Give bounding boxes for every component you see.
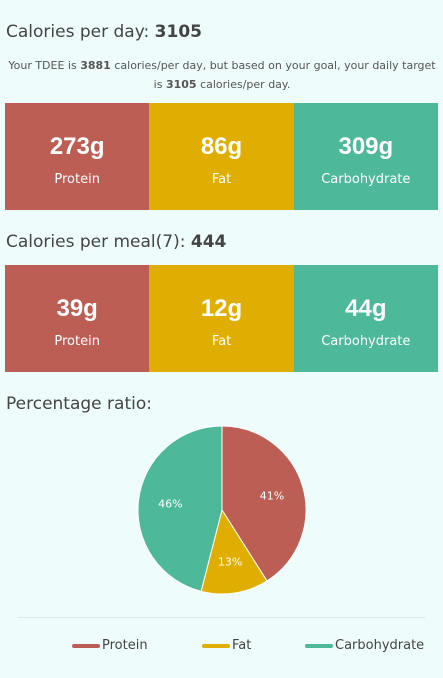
meal-fat-amount: 12g [200,295,243,322]
daily-carb-amount: 309g [338,133,394,160]
chart-legend: Protein Fat Carbohydrate [0,638,443,658]
target-suffix: calories/per day. [200,78,291,91]
daily-fat-amount: 86g [200,133,243,160]
tdee-description: Your TDEE is 3881 calories/per day, but … [6,56,438,94]
meal-protein-box: 39g Protein [5,265,150,372]
legend-label-carbohydrate: Carbohydrate [335,638,425,653]
meal-fat-label: Fat [211,334,232,349]
daily-macro-boxes: 273g Protein 86g Fat 309g Carbohydrate [5,103,438,210]
daily-calories-label: Calories per day: [6,22,150,42]
pie-label-fat: 13% [218,555,242,568]
meal-fat-box: 12g Fat [149,265,294,372]
daily-calories-value: 3105 [154,22,202,42]
pie-slice-fat [200,508,268,595]
pie-slice-carbohydrate [137,425,223,592]
legend-item-carbohydrate[interactable]: Carbohydrate [305,638,424,653]
daily-carb-box: 309g Carbohydrate [293,103,438,210]
meal-macro-boxes: 39g Protein 12g Fat 44g Carbohydrate [5,265,438,372]
daily-protein-label: Protein [54,172,100,187]
tdee-value: 3881 [80,59,111,72]
percentage-ratio-heading: Percentage ratio: [6,394,152,414]
daily-fat-box: 86g Fat [149,103,294,210]
percentage-pie-chart: 41% 13% 46% [137,425,307,595]
daily-carb-label: Carbohydrate [321,172,411,187]
meal-carb-amount: 44g [345,295,387,322]
pie-label-carbohydrate: 46% [158,497,182,510]
legend-swatch-carbohydrate [305,643,333,648]
meal-calories-label: Calories per meal(7): [6,232,186,252]
target-value: 3105 [165,78,197,91]
legend-item-protein[interactable]: Protein [72,638,148,653]
meal-protein-label: Protein [54,334,100,349]
daily-protein-box: 273g Protein [5,103,150,210]
legend-swatch-fat [202,643,230,648]
legend-label-protein: Protein [102,638,148,653]
legend-divider [18,617,425,618]
meal-calories-value: 444 [190,232,227,252]
tdee-middle: calories/per day, but based on your goal… [114,59,436,91]
meal-calories-heading: Calories per meal(7): 444 [6,232,226,252]
meal-carb-box: 44g Carbohydrate [293,265,438,372]
pie-label-protein: 41% [260,489,284,502]
legend-swatch-protein [72,643,100,648]
meal-carb-label: Carbohydrate [321,334,411,349]
legend-label-fat: Fat [232,638,252,653]
legend-item-fat[interactable]: Fat [202,638,251,653]
daily-calories-heading: Calories per day: 3105 [6,22,202,42]
meal-protein-amount: 39g [56,295,98,322]
daily-protein-amount: 273g [49,133,105,160]
tdee-prefix: Your TDEE is [8,59,77,72]
daily-fat-label: Fat [211,172,232,187]
